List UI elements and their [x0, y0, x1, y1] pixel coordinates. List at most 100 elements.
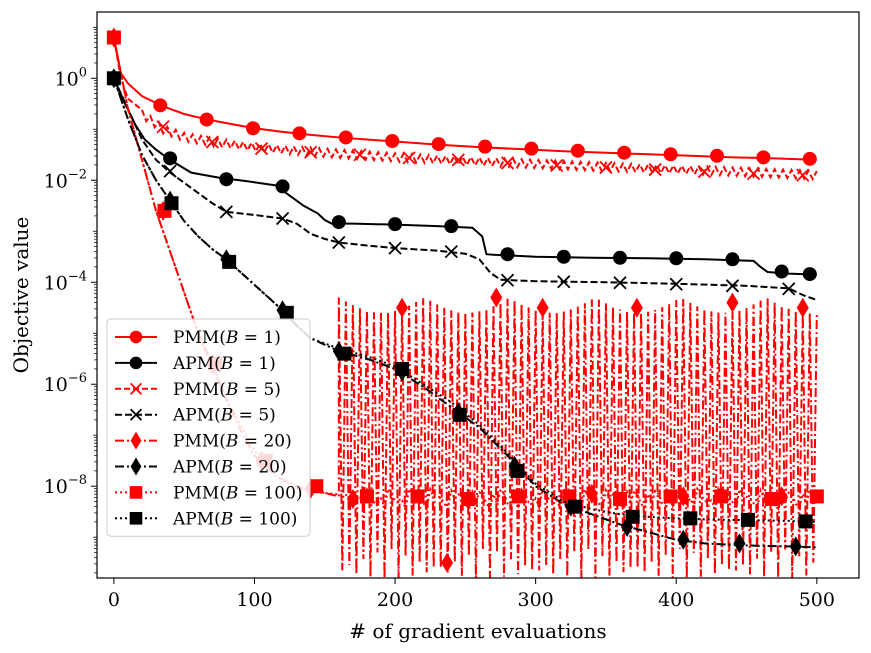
- series-5-marker: [630, 297, 643, 318]
- series-3-marker: [500, 156, 515, 170]
- series-1-marker: [617, 145, 632, 160]
- legend-label: APM(B = 20): [172, 458, 287, 478]
- series-3-marker: [648, 162, 662, 177]
- series-7-marker: [612, 491, 627, 506]
- series-5-marker: [677, 486, 690, 507]
- series-2-marker: [802, 267, 817, 282]
- series-7-marker: [809, 489, 824, 504]
- series-8-marker: [452, 407, 467, 422]
- legend-entry: APM(B = 100): [115, 509, 297, 529]
- series-4-marker: [669, 277, 683, 291]
- legend-label: PMM(B = 5): [173, 380, 281, 400]
- series-2-marker: [612, 250, 627, 265]
- x-tick-label: 300: [518, 589, 554, 611]
- legend-label: APM(B = 100): [172, 509, 297, 529]
- series-8-marker: [510, 463, 525, 478]
- series-7-line: [112, 37, 818, 513]
- series-5-marker: [490, 287, 503, 308]
- series-5-marker: [346, 488, 359, 509]
- series-4-marker: [557, 275, 571, 289]
- series-4-marker: [444, 245, 458, 259]
- series-6-marker: [733, 533, 746, 554]
- series-1-marker: [338, 130, 353, 145]
- series-1-marker: [385, 134, 400, 149]
- series-5-marker: [796, 297, 809, 318]
- legend-marker: [130, 431, 142, 450]
- series-8-marker: [740, 512, 755, 527]
- series-7-marker: [764, 491, 779, 506]
- legend-entry: PMM(B = 100): [115, 483, 303, 503]
- series-2-marker: [388, 217, 403, 232]
- series-2-marker: [774, 264, 789, 279]
- series-2-marker: [331, 215, 346, 230]
- series-3-marker: [353, 148, 367, 162]
- series-5-marker: [441, 552, 454, 573]
- legend-entry: PMM(B = 20): [115, 431, 292, 452]
- series-5-marker: [536, 297, 549, 318]
- series-4-marker: [219, 205, 233, 219]
- series-7-marker: [106, 30, 121, 45]
- series-1-marker: [478, 139, 493, 154]
- series-8-marker: [625, 509, 640, 524]
- legend-entry: APM(B = 5): [115, 406, 276, 426]
- legend-marker: [129, 356, 143, 370]
- series-3-marker: [156, 120, 170, 134]
- legend-marker: [129, 512, 143, 525]
- series-1-marker: [153, 98, 168, 113]
- legend-marker: [130, 457, 142, 476]
- y-tick-label: 10−2: [44, 167, 87, 192]
- series-1-marker: [570, 143, 585, 158]
- series-3-marker: [254, 142, 269, 156]
- series-1-marker: [292, 126, 307, 141]
- x-tick-label: 400: [658, 589, 694, 611]
- series-8-marker: [798, 514, 813, 529]
- series-3-marker: [451, 153, 465, 167]
- legend: PMM(B = 1) APM(B = 1) PMM(B = 5) APM(B = 5)…: [106, 318, 311, 537]
- series-1-marker: [710, 148, 725, 163]
- series-4-marker: [388, 241, 402, 255]
- series-1-marker: [431, 137, 446, 152]
- series-2: [106, 71, 817, 282]
- series-1-marker: [199, 112, 214, 127]
- legend-entry: APM(B = 20): [115, 457, 287, 478]
- legend-marker: [129, 486, 143, 499]
- series-7-marker: [309, 479, 324, 494]
- legend-label: PMM(B = 1): [173, 328, 281, 348]
- series-8-marker: [164, 196, 179, 211]
- series-4-marker: [725, 279, 740, 293]
- series-3-marker: [205, 135, 219, 149]
- series-4-marker: [332, 235, 346, 250]
- x-tick-label: 200: [377, 589, 413, 611]
- y-tick-label: 10−4: [44, 269, 87, 294]
- series-8-marker: [568, 499, 583, 514]
- series-2-marker: [556, 249, 571, 264]
- legend-entry: PMM(B = 5): [115, 380, 281, 400]
- series-1-marker: [663, 147, 678, 162]
- series-8-marker: [683, 511, 698, 526]
- x-axis-label: # of gradient evaluations: [349, 619, 606, 643]
- series-4-marker: [163, 164, 177, 178]
- x-tick-label: 100: [236, 589, 272, 611]
- series-2-marker: [669, 251, 684, 266]
- series-7-marker: [714, 489, 729, 504]
- series-4-marker: [613, 276, 627, 290]
- series-3-marker: [599, 160, 613, 175]
- series-8-marker: [279, 305, 294, 320]
- plot-frame: [96, 11, 860, 579]
- series-4-line: [112, 77, 818, 302]
- series-3-line: [112, 37, 818, 182]
- y-tick-label: 100: [55, 65, 87, 90]
- legend-label: PMM(B = 20): [173, 432, 292, 452]
- legend-entry: APM(B = 1): [115, 354, 276, 374]
- legend-box: [106, 318, 311, 537]
- series-1-marker: [524, 141, 539, 156]
- series-6-marker: [677, 529, 690, 550]
- series-8-marker: [106, 71, 121, 86]
- series-5-line: [112, 37, 818, 578]
- series-3: [107, 30, 818, 182]
- series-1-marker: [246, 121, 261, 136]
- series-2-marker: [219, 172, 234, 187]
- series-6-marker: [789, 536, 802, 557]
- series-8-marker: [395, 361, 410, 376]
